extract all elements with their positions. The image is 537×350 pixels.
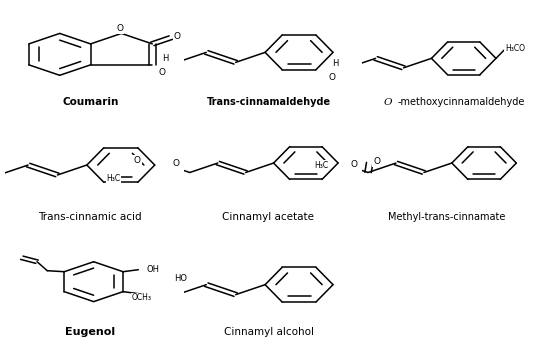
Text: OCH₃: OCH₃ <box>132 293 152 302</box>
Text: H₃C: H₃C <box>106 174 120 183</box>
Text: OH: OH <box>147 265 160 274</box>
Text: Cinnamyl alcohol: Cinnamyl alcohol <box>223 327 314 336</box>
Text: O: O <box>116 25 124 34</box>
Text: O: O <box>173 32 180 41</box>
Text: Coumarin: Coumarin <box>62 97 119 107</box>
Text: -methoxycinnamaldehyde: -methoxycinnamaldehyde <box>397 97 525 107</box>
Text: Methyl-trans-cinnamate: Methyl-trans-cinnamate <box>388 212 505 222</box>
Text: H₃C: H₃C <box>314 161 328 169</box>
Text: H: H <box>332 60 339 68</box>
Text: O: O <box>384 98 393 107</box>
Text: Trans-cinnamic acid: Trans-cinnamic acid <box>39 212 142 222</box>
Text: O: O <box>172 159 179 168</box>
Text: H: H <box>162 54 168 63</box>
Text: H₃CO: H₃CO <box>505 44 525 52</box>
Text: O: O <box>373 157 380 166</box>
Text: O: O <box>329 73 336 82</box>
Text: Eugenol: Eugenol <box>65 327 115 336</box>
Text: O: O <box>158 68 165 77</box>
Text: O: O <box>351 160 358 169</box>
Text: Trans-cinnamaldehyde: Trans-cinnamaldehyde <box>206 97 331 107</box>
Text: HO: HO <box>174 274 187 283</box>
Text: O: O <box>134 156 141 165</box>
Text: Cinnamyl acetate: Cinnamyl acetate <box>222 212 315 222</box>
